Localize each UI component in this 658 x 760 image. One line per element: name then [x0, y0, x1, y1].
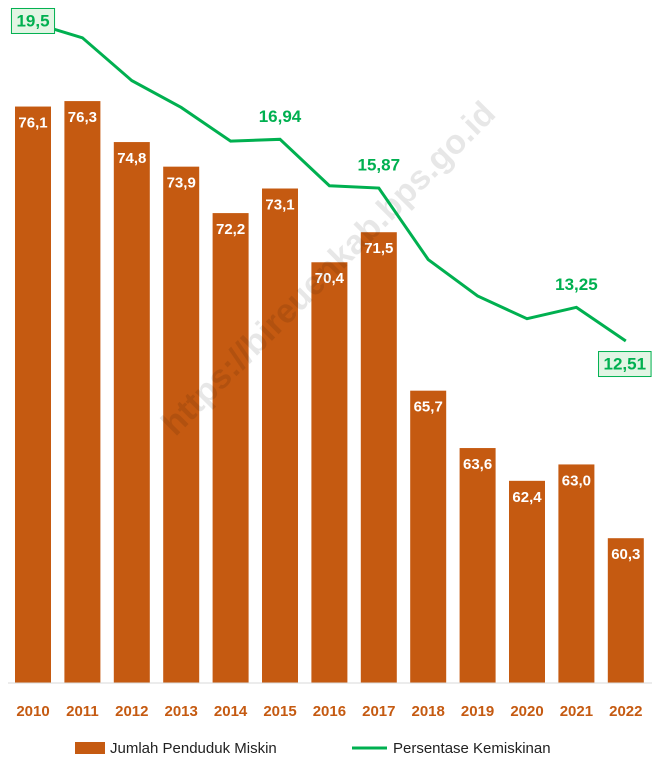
legend-swatch [75, 742, 105, 754]
line-label: 15,87 [358, 156, 401, 175]
bar-label: 70,4 [315, 270, 345, 287]
bar [509, 480, 545, 683]
x-tick-label: 2018 [412, 703, 445, 720]
line-label: 13,25 [555, 275, 598, 294]
bar [360, 232, 397, 683]
line-label: 12,51 [604, 355, 647, 374]
bar-label: 71,5 [364, 240, 393, 257]
bar-label: 63,6 [463, 456, 492, 473]
x-tick-label: 2021 [560, 703, 593, 720]
bar-label: 74,8 [117, 150, 146, 167]
bar [311, 262, 348, 683]
x-tick-label: 2020 [510, 703, 543, 720]
label-box [10, 7, 56, 34]
bar [212, 213, 249, 683]
bar [262, 188, 298, 683]
x-tick-label: 2016 [313, 703, 346, 720]
bar [410, 390, 447, 683]
bar-label: 76,1 [18, 115, 47, 132]
bar [459, 448, 496, 683]
line-label: 16,94 [259, 107, 302, 126]
bar [113, 142, 150, 684]
bar-label: 72,2 [216, 221, 245, 238]
line-label: 19,5 [16, 11, 49, 30]
x-tick-label: 2022 [609, 703, 642, 720]
x-tick-label: 2015 [263, 703, 296, 720]
x-tick-label: 2010 [16, 703, 49, 720]
x-tick-label: 2012 [115, 703, 148, 720]
bar-label: 60,3 [611, 546, 640, 563]
x-tick-label: 2017 [362, 703, 395, 720]
x-tick-label: 2013 [165, 703, 198, 720]
bar [15, 106, 51, 684]
x-tick-label: 2019 [461, 703, 494, 720]
bar-label: 73,1 [265, 196, 294, 213]
label-box [598, 351, 652, 378]
legend-label: Jumlah Penduduk Miskin [110, 740, 277, 757]
legend-label: Persentase Kemiskinan [393, 740, 551, 757]
bar-label: 73,9 [167, 175, 196, 192]
bar-label: 63,0 [562, 472, 591, 489]
bar-label: 62,4 [512, 489, 542, 506]
x-tick-label: 2011 [66, 703, 99, 720]
line [32, 21, 627, 343]
bar [64, 101, 101, 684]
bar [607, 538, 644, 683]
x-tick-label: 2014 [214, 703, 248, 720]
bar-label: 76,3 [68, 109, 97, 126]
bar-label: 65,7 [414, 399, 443, 416]
bar [163, 166, 200, 684]
bar [558, 464, 595, 683]
